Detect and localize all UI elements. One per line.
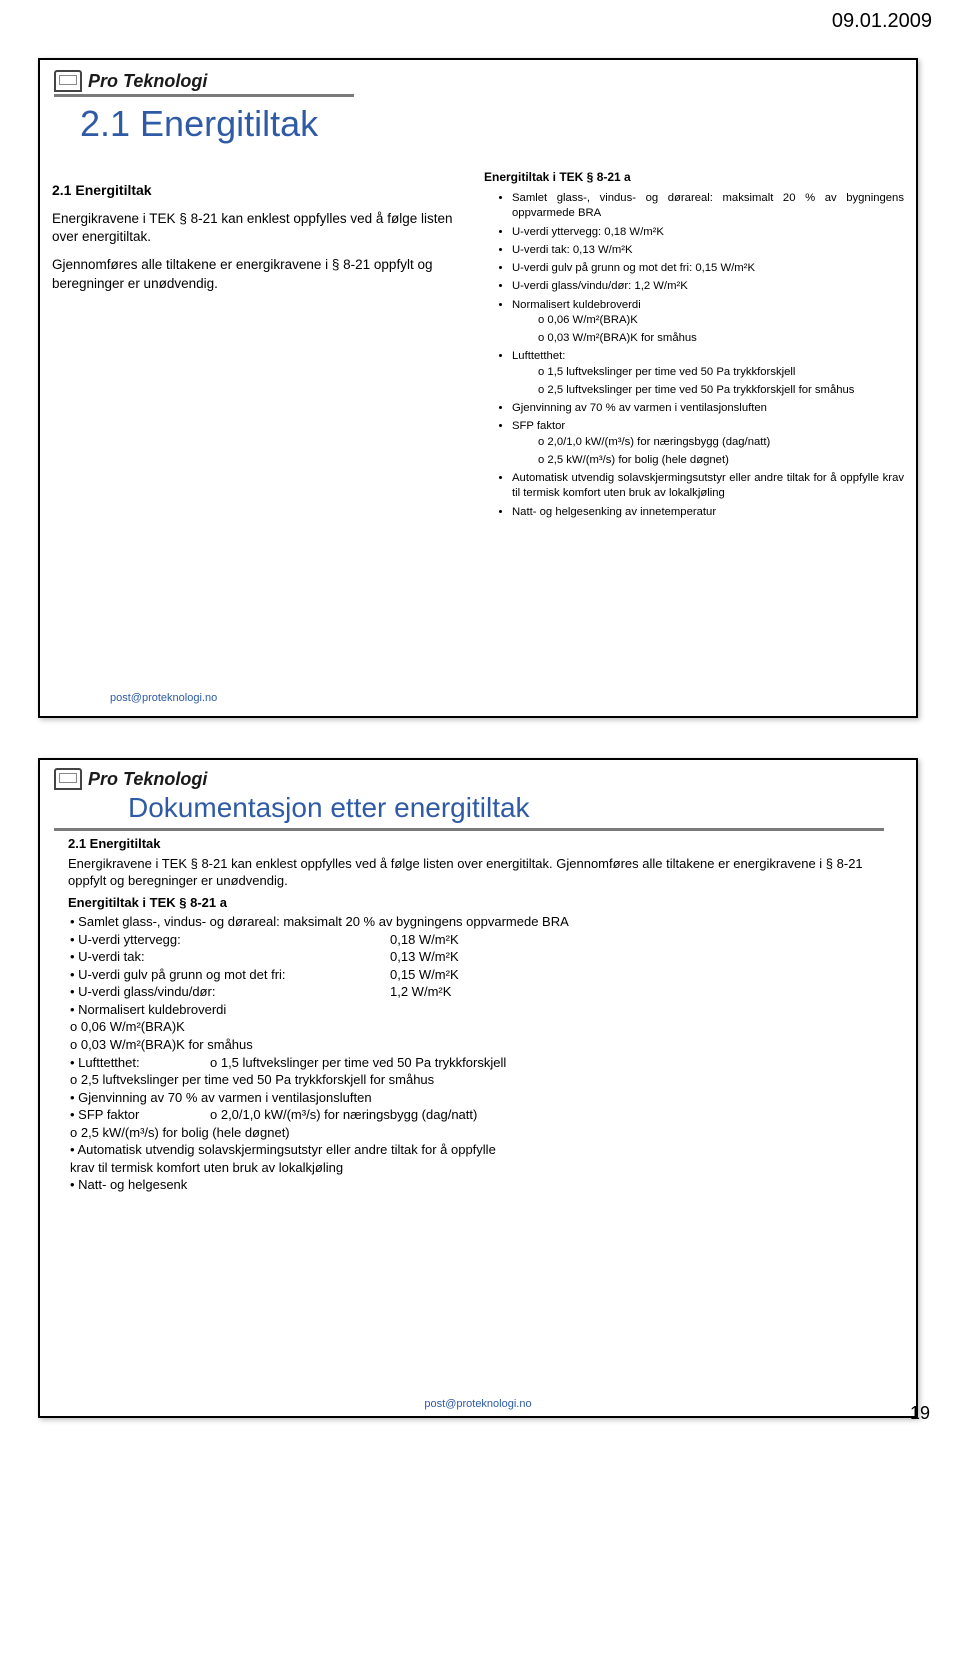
- slide-1: Pro Teknologi 2.1 Energitiltak 2.1 Energ…: [38, 58, 918, 718]
- slide1-right-column: Energitiltak i TEK § 8-21 a Samlet glass…: [484, 169, 904, 718]
- slide1-right-heading: Energitiltak i TEK § 8-21 a: [484, 169, 904, 185]
- list-row: • Natt- og helgesenk: [70, 1176, 888, 1194]
- page-number: 19: [910, 1403, 930, 1424]
- s1-subitem: 0,03 W/m²(BRA)K for småhus: [538, 331, 904, 346]
- s1-subitem: 0,06 W/m²(BRA)K: [538, 313, 904, 328]
- list-row: • SFP faktoro 2,0/1,0 kW/(m³/s) for næri…: [70, 1106, 888, 1124]
- slide2-intro-head: 2.1 Energitiltak: [68, 835, 888, 853]
- list-subrow: o 2,5 luftvekslinger per time ved 50 Pa …: [70, 1071, 888, 1089]
- page-date: 09.01.2009: [832, 10, 932, 33]
- s1-item: SFP faktor 2,0/1,0 kW/(m³/s) for nærings…: [512, 419, 904, 468]
- list-row: • U-verdi yttervegg:0,18 W/m²K: [70, 931, 888, 949]
- list-row: • Automatisk utvendig solavskjermingsuts…: [70, 1141, 888, 1159]
- s1-subitem: 1,5 luftvekslinger per time ved 50 Pa tr…: [538, 365, 904, 380]
- list-row: • Gjenvinning av 70 % av varmen i ventil…: [70, 1089, 888, 1107]
- slide1-title: 2.1 Energitiltak: [40, 97, 916, 163]
- list-subrow: o 2,5 kW/(m³/s) for bolig (hele døgnet): [70, 1124, 888, 1142]
- slide2-list-head: Energitiltak i TEK § 8-21 a: [68, 894, 888, 912]
- footer-email: post@proteknologi.no: [40, 1398, 916, 1410]
- s1-item: U-verdi yttervegg: 0,18 W/m²K: [512, 225, 904, 240]
- slide1-left-column: 2.1 Energitiltak Energikravene i TEK § 8…: [52, 169, 472, 718]
- slide1-left-heading: 2.1 Energitiltak: [52, 181, 472, 200]
- s1-subitem: 2,0/1,0 kW/(m³/s) for næringsbygg (dag/n…: [538, 435, 904, 450]
- footer-email: post@proteknologi.no: [110, 692, 916, 704]
- slide2-body: 2.1 Energitiltak Energikravene i TEK § 8…: [40, 831, 916, 1194]
- logo-text: Pro Teknologi: [88, 71, 207, 92]
- logo-text: Pro Teknologi: [88, 769, 207, 790]
- s1-item: U-verdi gulv på grunn og mot det fri: 0,…: [512, 261, 904, 276]
- s1-subitem: 2,5 luftvekslinger per time ved 50 Pa tr…: [538, 383, 904, 398]
- slide1-left-p2: Gjennomføres alle tiltakene er energikra…: [52, 256, 472, 292]
- slide-2: Pro Teknologi Dokumentasjon etter energi…: [38, 758, 918, 1418]
- list-row: • U-verdi glass/vindu/dør:1,2 W/m²K: [70, 983, 888, 1001]
- s1-item: Automatisk utvendig solavskjermingsutsty…: [512, 471, 904, 502]
- s1-item: Samlet glass-, vindus- og dørareal: maks…: [512, 191, 904, 222]
- logo-icon: [54, 768, 82, 790]
- logo: Pro Teknologi: [40, 60, 916, 94]
- s1-item: Gjenvinning av 70 % av varmen i ventilas…: [512, 401, 904, 416]
- s1-item: Natt- og helgesenking av innetemperatur: [512, 505, 904, 520]
- list-subrow: o 0,06 W/m²(BRA)K: [70, 1018, 888, 1036]
- list-row: • U-verdi gulv på grunn og mot det fri:0…: [70, 966, 888, 984]
- s1-item: Normalisert kuldebroverdi 0,06 W/m²(BRA)…: [512, 298, 904, 347]
- s1-subitem: 2,5 kW/(m³/s) for bolig (hele døgnet): [538, 453, 904, 468]
- s1-item: U-verdi tak: 0,13 W/m²K: [512, 243, 904, 258]
- s1-item: Lufttetthet: 1,5 luftvekslinger per time…: [512, 349, 904, 398]
- slide2-intro-p1: Energikravene i TEK § 8-21 kan enklest o…: [68, 855, 888, 890]
- list-row: • Samlet glass-, vindus- og dørareal: ma…: [70, 913, 888, 931]
- list-row: • Normalisert kuldebroverdi: [70, 1001, 888, 1019]
- slide2-list: • Samlet glass-, vindus- og dørareal: ma…: [68, 913, 888, 1194]
- list-row-cont: krav til termisk komfort uten bruk av lo…: [70, 1159, 888, 1177]
- slide2-title: Dokumentasjon etter energitiltak: [40, 792, 916, 828]
- slide1-left-p1: Energikravene i TEK § 8-21 kan enklest o…: [52, 210, 472, 246]
- slides-container: Pro Teknologi 2.1 Energitiltak 2.1 Energ…: [0, 0, 960, 1436]
- logo: Pro Teknologi: [40, 760, 916, 792]
- list-row: • Lufttetthet:o 1,5 luftvekslinger per t…: [70, 1054, 888, 1072]
- list-row: • U-verdi tak:0,13 W/m²K: [70, 948, 888, 966]
- s1-item: U-verdi glass/vindu/dør: 1,2 W/m²K: [512, 279, 904, 294]
- list-subrow: o 0,03 W/m²(BRA)K for småhus: [70, 1036, 888, 1054]
- logo-icon: [54, 70, 82, 92]
